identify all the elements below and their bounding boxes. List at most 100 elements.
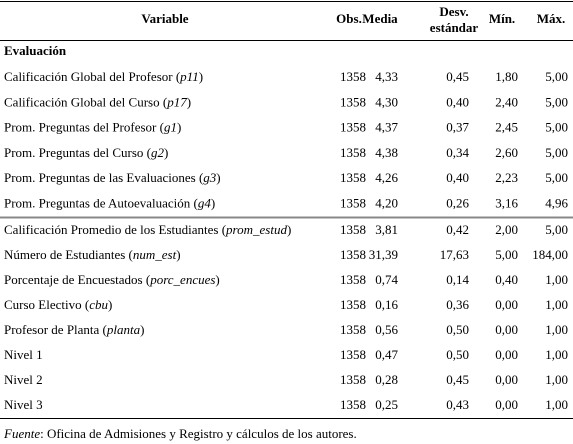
cell: 1358 — [340, 69, 366, 84]
label-part: ) — [140, 322, 144, 337]
label-part: g2 — [151, 145, 165, 160]
cell: 0,40 — [446, 94, 469, 109]
label-part: Prom. Preguntas del Profesor ( — [4, 120, 164, 135]
cell: 1358 — [340, 372, 366, 387]
cell: 0,34 — [446, 145, 469, 160]
cell: 0,47 — [375, 347, 398, 362]
cell: 4,33 — [375, 69, 398, 84]
cell: 2,45 — [495, 120, 518, 135]
cell: 0,40 — [495, 272, 518, 287]
cell: 0,50 — [446, 322, 469, 337]
label-part: Profesor de Planta ( — [4, 322, 107, 337]
cell: 4,38 — [375, 145, 398, 160]
cell: 0,26 — [446, 195, 469, 210]
label-part: ) — [216, 170, 220, 185]
cell: 0,37 — [446, 120, 469, 135]
cell: 0,74 — [375, 272, 398, 287]
label-part: ) — [108, 297, 112, 312]
cell: 5,00 — [545, 120, 568, 135]
label-part: g1 — [164, 120, 177, 135]
row-label: Nivel 3 — [4, 397, 43, 412]
cell: 2,40 — [495, 94, 518, 109]
header-cell: Media — [362, 11, 398, 26]
footnote: Fuente: Oficina de Admisiones y Registro… — [3, 426, 357, 441]
row-label: Nivel 2 — [4, 372, 43, 387]
label-part: g3 — [203, 170, 217, 185]
cell: 31,39 — [369, 247, 398, 262]
cell: 1358 — [340, 347, 366, 362]
cell: 1358 — [340, 170, 366, 185]
cell: 1358 — [340, 247, 366, 262]
cell: 0,25 — [375, 397, 398, 412]
label-part: Prom. Preguntas de Autoevaluación ( — [4, 195, 198, 210]
cell: 2,60 — [495, 145, 518, 160]
label-part: Curso Electivo ( — [4, 297, 89, 312]
row-label: Prom. Preguntas del Curso (g2) — [4, 145, 168, 160]
label-part: ) — [187, 94, 191, 109]
cell: 1,00 — [545, 347, 568, 362]
cell: 5,00 — [545, 170, 568, 185]
label-part: prom_estud — [225, 222, 287, 237]
footnote-part: Fuente — [3, 426, 40, 441]
cell: 0,00 — [495, 347, 518, 362]
row-label: Curso Electivo (cbu) — [4, 297, 112, 312]
cell: 0,45 — [446, 372, 469, 387]
cell: 4,37 — [375, 120, 398, 135]
label-part: ) — [215, 272, 219, 287]
label-part: Calificación Promedio de los Estudiantes… — [4, 222, 226, 237]
cell: 4,20 — [375, 195, 398, 210]
row-label: Calificación Promedio de los Estudiantes… — [4, 222, 291, 237]
cell: 5,00 — [545, 145, 568, 160]
cell: 5,00 — [495, 247, 518, 262]
header-cell: Variable — [141, 11, 188, 26]
row-label: Profesor de Planta (planta) — [4, 322, 144, 337]
footnote-part: : Oficina de Admisiones y Registro y cál… — [40, 426, 357, 441]
label-part: ) — [176, 247, 180, 262]
cell: 5,00 — [545, 222, 568, 237]
cell: 5,00 — [545, 94, 568, 109]
label-part: g4 — [198, 195, 212, 210]
cell: 0,16 — [375, 297, 398, 312]
cell: 2,00 — [495, 222, 518, 237]
cell: 1358 — [340, 272, 366, 287]
cell: 4,96 — [545, 195, 568, 210]
label-part: ) — [199, 69, 203, 84]
cell: 184,00 — [532, 247, 568, 262]
label-part: Nivel 2 — [4, 372, 43, 387]
label-part: cbu — [89, 297, 108, 312]
label-part: porc_encues — [149, 272, 215, 287]
cell: 1358 — [340, 297, 366, 312]
label-part: ) — [211, 195, 215, 210]
cell: 1,00 — [545, 297, 568, 312]
cell: 1,80 — [495, 69, 518, 84]
cell: 0,56 — [375, 322, 398, 337]
label-part: Prom. Preguntas de las Evaluaciones ( — [4, 170, 203, 185]
label-part: Calificación Global del Profesor ( — [4, 69, 180, 84]
label-part: ) — [164, 145, 168, 160]
row-label: Porcentaje de Encuestados (porc_encues) — [4, 272, 220, 287]
cell: 1358 — [340, 222, 366, 237]
label-part: planta — [106, 322, 141, 337]
cell: 0,14 — [446, 272, 469, 287]
cell: 4,26 — [375, 170, 398, 185]
label-part: Prom. Preguntas del Curso ( — [4, 145, 151, 160]
label-part: ) — [287, 222, 291, 237]
row-label: Número de Estudiantes (num_est) — [4, 247, 181, 262]
section-title: Evaluación — [4, 43, 67, 58]
cell: 0,50 — [446, 347, 469, 362]
cell: 5,00 — [545, 69, 568, 84]
cell: 1,00 — [545, 397, 568, 412]
row-label: Prom. Preguntas de las Evaluaciones (g3) — [4, 170, 221, 185]
header-cell: Obs. — [336, 11, 362, 26]
cell: 4,30 — [375, 94, 398, 109]
cell: 1358 — [340, 120, 366, 135]
cell: 0,42 — [446, 222, 469, 237]
label-part: Nivel 1 — [4, 347, 43, 362]
cell: 1358 — [340, 322, 366, 337]
header-cell: Máx. — [537, 11, 566, 26]
cell: 1,00 — [545, 322, 568, 337]
label-part: num_est — [133, 247, 177, 262]
row-label: Calificación Global del Curso (p17) — [4, 94, 191, 109]
cell: 3,16 — [495, 195, 518, 210]
